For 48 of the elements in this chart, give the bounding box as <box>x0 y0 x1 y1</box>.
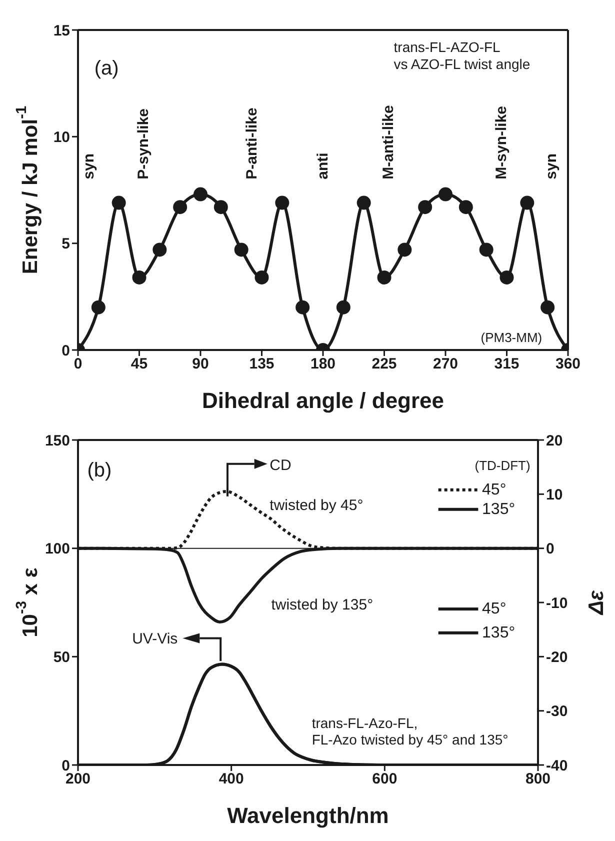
annotation: (TD-DFT) <box>474 457 530 472</box>
legend-label: 135° <box>482 500 516 518</box>
x-tick-label: 135 <box>249 356 274 373</box>
y-tick-label: 10 <box>53 128 70 146</box>
x-tick-label: 90 <box>192 356 209 373</box>
annotation: twisted by 135° <box>271 596 374 614</box>
x-tick-label: 360 <box>555 356 581 373</box>
x-tick-label: 600 <box>372 770 398 788</box>
x-tick-label: 270 <box>432 356 458 373</box>
legend-label: 135° <box>482 624 516 642</box>
legend-label: 45° <box>482 600 506 618</box>
y2-tick-label: -30 <box>546 703 568 720</box>
x-tick-label: 180 <box>310 356 336 373</box>
annotation: P-syn-like <box>134 108 152 180</box>
annotation: anti <box>314 152 332 180</box>
y2-tick-label: 0 <box>546 540 554 558</box>
y2-axis-title: Δε <box>584 589 608 616</box>
y2-tick-label: 10 <box>546 486 563 504</box>
annotation: trans-FL-Azo-FL, FL-Azo twisted by 45° and 135° <box>312 714 508 748</box>
x-tick-label: 400 <box>218 770 244 788</box>
annotation: CD <box>270 456 292 474</box>
y-tick-label: 100 <box>44 540 70 558</box>
y-tick-label: 0 <box>62 342 70 360</box>
y-tick-label: 15 <box>53 22 70 40</box>
annotation: syn <box>543 153 560 180</box>
annotation: (b) <box>87 459 112 482</box>
y-tick-label: 5 <box>62 236 70 253</box>
annotation: twisted by 45° <box>270 496 364 514</box>
x-tick-label: 315 <box>494 356 520 373</box>
annotation: syn <box>80 153 98 180</box>
y2-tick-label: -20 <box>546 648 568 666</box>
x-tick-label: 0 <box>74 356 82 373</box>
annotation: UV-Vis <box>132 630 178 647</box>
annotation: M-anti-like <box>380 105 397 180</box>
annotation: M-syn-like <box>492 106 510 180</box>
annotation: (a) <box>94 57 119 80</box>
y2-tick-label: -10 <box>546 594 568 612</box>
y-tick-label: 50 <box>53 648 70 666</box>
x-tick-label: 45 <box>130 356 148 373</box>
x-tick-label: 225 <box>372 356 397 373</box>
annotation: P-anti-like <box>244 108 261 180</box>
annotation: trans-FL-AZO-FL vs AZO-FL twist angle <box>394 39 530 72</box>
x-axis-title: Dihedral angle / degree <box>202 388 444 412</box>
x-axis-title: Wavelength/nm <box>227 802 389 828</box>
y-tick-label: 150 <box>44 432 70 450</box>
annotation: (PM3-MM) <box>480 330 542 345</box>
y2-tick-label: 20 <box>546 432 563 450</box>
legend-label: 45° <box>482 481 506 498</box>
